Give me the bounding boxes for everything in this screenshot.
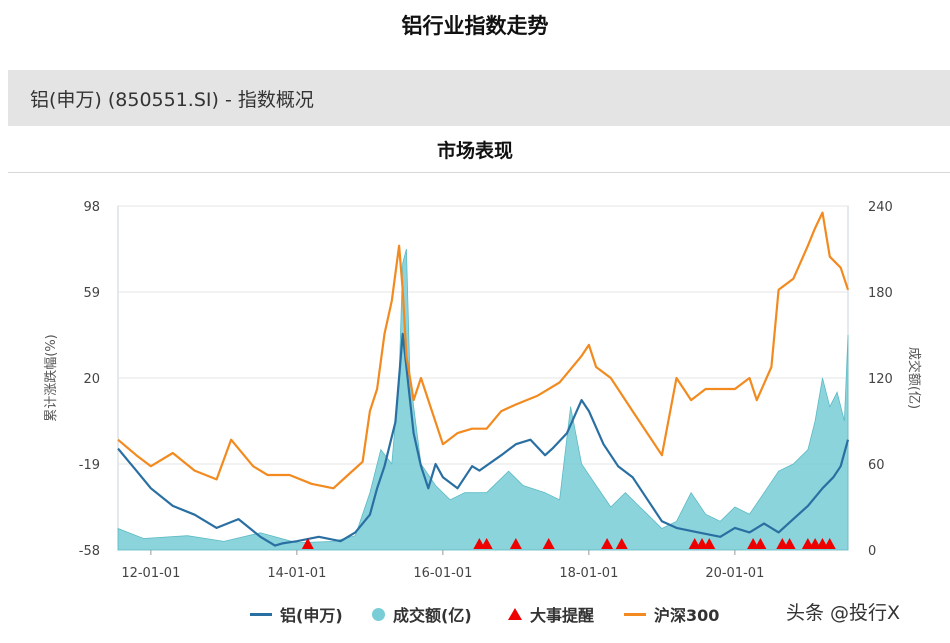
legend-item-hs300[interactable]: 沪深300 (624, 600, 719, 628)
y-left-tick-label: -58 (79, 544, 100, 559)
event-marker (703, 538, 716, 549)
y-left-tick-label: 98 (83, 200, 100, 215)
legend-line-swatch (250, 612, 272, 616)
y-right-tick-label: 120 (868, 372, 893, 387)
event-marker (301, 538, 314, 549)
legend-item-volume[interactable]: 成交额(亿) (372, 600, 472, 628)
legend-triangle-icon (508, 608, 522, 620)
event-marker (480, 538, 493, 549)
event-marker (783, 538, 796, 549)
hs300-line (117, 211, 850, 490)
legend-dot-swatch (372, 607, 385, 621)
divider (8, 172, 950, 173)
legend-item-aluminum[interactable]: 铝(申万) (250, 600, 343, 628)
event-marker (754, 538, 767, 549)
legend-item-events[interactable]: 大事提醒 (508, 600, 594, 628)
chart-title: 市场表现 (436, 140, 513, 162)
y-left-tick-label: 20 (83, 372, 100, 387)
chart-svg: 98 59 20 -19 -58 240 180 120 60 0 12-01-01 14-01-01… (43, 200, 922, 581)
x-tick-label: 14-01-01 (267, 566, 326, 581)
legend-line-swatch (624, 612, 646, 616)
section-header: 铝(申万) (850551.SI) - 指数概况 (30, 89, 314, 111)
events-layer (301, 538, 836, 549)
event-marker (542, 538, 555, 549)
y-left-tick-label: -19 (79, 458, 100, 473)
event-marker (615, 538, 628, 549)
legend-label-events: 大事提醒 (530, 606, 595, 625)
page-title: 铝行业指数走势 (401, 14, 549, 38)
legend: 铝(申万) 成交额(亿) 大事提醒 沪深300 (0, 600, 950, 628)
y-right-tick-label: 180 (868, 286, 893, 301)
volume-layer (117, 248, 849, 551)
event-marker (509, 538, 522, 549)
volume-area (117, 248, 849, 551)
x-tick-label: 16-01-01 (413, 566, 472, 581)
event-marker (823, 538, 836, 549)
ticks-layer: 98 59 20 -19 -58 240 180 120 60 0 12-01-01 14-01-01… (79, 200, 893, 581)
x-tick-label: 12-01-01 (121, 566, 180, 581)
section-header-bar: 铝(申万) (850551.SI) - 指数概况 (8, 70, 950, 126)
lines-layer (117, 211, 850, 547)
legend-label-aluminum: 铝(申万) (280, 606, 343, 625)
aluminum-line (117, 332, 850, 547)
event-marker (601, 538, 614, 549)
x-tick-label: 20-01-01 (705, 566, 764, 581)
legend-label-hs300: 沪深300 (654, 606, 720, 625)
legend-label-volume: 成交额(亿) (393, 606, 472, 625)
y-left-axis-label: 累计涨跌幅(%) (43, 334, 59, 422)
watermark: 头条 @投行X (786, 602, 901, 624)
y-left-tick-label: 59 (83, 286, 100, 301)
y-right-tick-label: 60 (868, 458, 885, 473)
y-right-axis-label: 成交额(亿) (906, 347, 922, 409)
y-right-tick-label: 240 (868, 200, 893, 215)
y-right-tick-label: 0 (868, 544, 876, 559)
x-tick-label: 18-01-01 (559, 566, 618, 581)
